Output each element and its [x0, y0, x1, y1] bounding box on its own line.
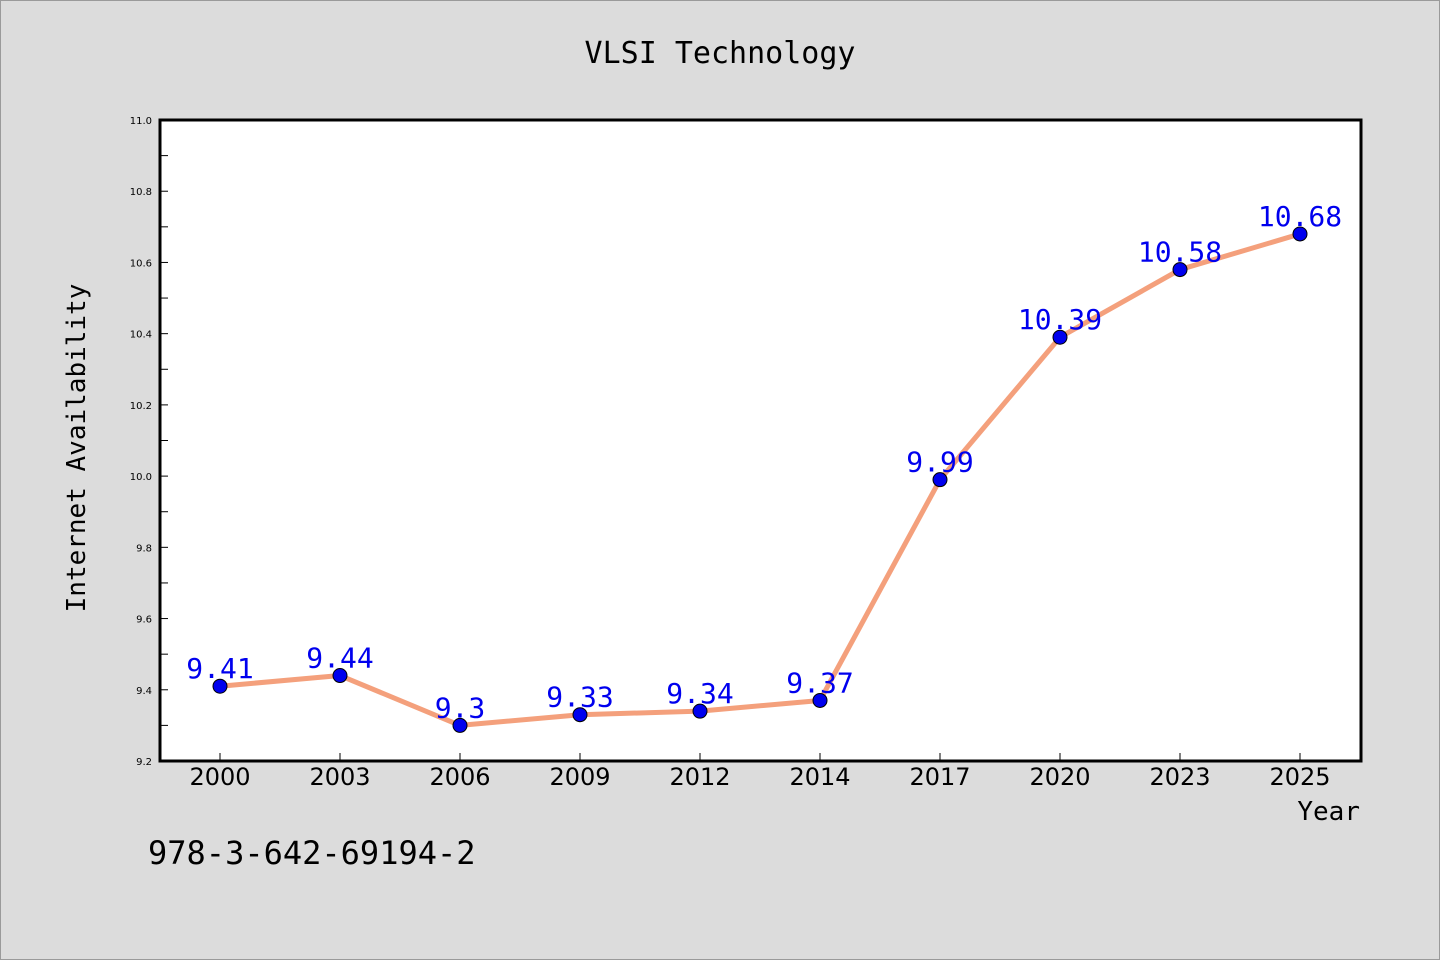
x-tick-label: 2014	[789, 763, 850, 791]
data-value-label: 9.44	[306, 642, 373, 675]
y-tick-label: 10.0	[130, 472, 152, 483]
x-tick-label: 2006	[429, 763, 490, 791]
data-point	[932, 472, 948, 488]
chart-title: VLSI Technology	[585, 36, 856, 71]
x-tick-label: 2020	[1029, 763, 1090, 791]
y-tick-label: 9.2	[136, 757, 152, 768]
plot-area	[158, 118, 1363, 763]
data-value-label: 9.3	[435, 691, 486, 724]
y-tick-label: 9.8	[136, 543, 152, 554]
y-tick-label: 9.6	[136, 615, 152, 626]
data-value-label: 9.34	[666, 677, 733, 710]
y-tick-label: 9.4	[136, 686, 152, 697]
data-point	[692, 703, 708, 719]
series-line	[219, 231, 1301, 728]
data-value-label: 9.99	[906, 446, 973, 479]
x-tick-label: 2012	[669, 763, 730, 791]
y-tick-label: 11.0	[130, 116, 152, 127]
x-tick-label: 2003	[309, 763, 370, 791]
y-tick-label: 10.8	[130, 187, 152, 198]
x-tick-label: 2023	[1149, 763, 1210, 791]
y-tick-label: 10.2	[130, 401, 152, 412]
x-tick-label: 2017	[909, 763, 970, 791]
series-line-group	[219, 231, 1301, 728]
data-value-label: 10.39	[1018, 303, 1102, 336]
data-value-label: 9.33	[546, 681, 613, 714]
data-point	[572, 707, 588, 723]
x-tick-label: 2025	[1269, 763, 1330, 791]
data-point	[1292, 226, 1308, 242]
data-markers	[212, 226, 1308, 733]
data-point	[212, 678, 228, 694]
x-axis-title: Year	[1297, 797, 1360, 827]
data-point	[332, 668, 348, 684]
x-tick-label: 2000	[189, 763, 250, 791]
data-point	[1172, 262, 1188, 278]
y-axis: 9.2 9.4 9.6 9.8 10.0 10.2 10.4 10.6 10.8 11.0	[130, 116, 168, 768]
y-tick-label: 10.6	[130, 258, 152, 269]
data-labels: 9.41 9.44 9.3 9.33 9.34 9.37 9.99 10.39 10.58 10.…	[186, 200, 1342, 724]
data-point	[812, 692, 828, 708]
footnote-text: 978-3-642-69194-2	[148, 834, 476, 872]
data-value-label: 10.58	[1138, 236, 1222, 269]
x-axis: 2000 2003 2006 2009 2012 2014 2017 2020 2023 2025	[189, 753, 1331, 791]
y-axis-title: Internet Availability	[62, 284, 92, 613]
data-value-label: 9.37	[786, 666, 853, 699]
y-tick-label: 10.4	[130, 330, 152, 341]
data-value-label: 10.68	[1258, 200, 1342, 233]
data-point	[452, 717, 468, 733]
data-point	[1052, 329, 1068, 345]
x-tick-label: 2009	[549, 763, 610, 791]
data-value-label: 9.41	[186, 652, 253, 685]
